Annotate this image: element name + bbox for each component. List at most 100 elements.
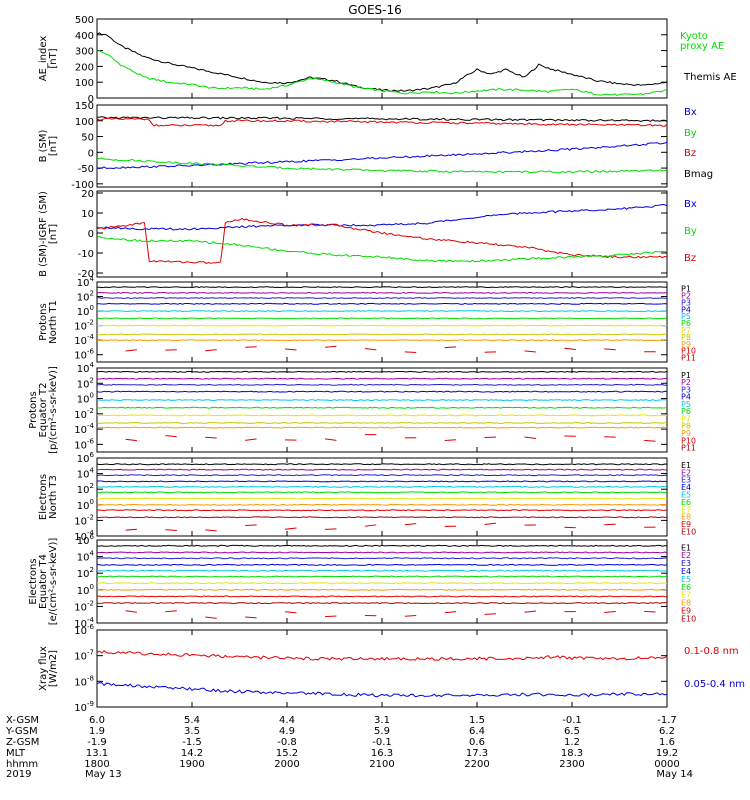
orbit-value: 2000	[274, 759, 299, 770]
orbit-value: 6.2	[659, 726, 675, 737]
series-Bx	[97, 203, 667, 231]
series-E3	[97, 557, 667, 560]
series-P1	[97, 370, 667, 373]
orbit-value: 1.2	[564, 737, 580, 748]
y-tick-label: 100	[75, 117, 94, 128]
panel-frame	[96, 281, 668, 363]
y-tick-label: 0	[88, 94, 94, 105]
series-P9	[97, 339, 667, 342]
series-group	[97, 463, 667, 532]
fragment	[205, 529, 217, 532]
legend-entry: P4	[681, 305, 691, 314]
orbit-value: 6.5	[564, 726, 580, 737]
orbit-value: 0000	[654, 759, 679, 770]
y-tick-label: 100	[77, 498, 94, 512]
y-tick-label: 10-4	[74, 422, 94, 436]
y-tick-label: 10-2	[74, 407, 94, 421]
legend-entry: E7	[681, 591, 691, 600]
y-axis-label: B (SM)	[38, 129, 49, 162]
orbit-value: -1.9	[87, 737, 107, 748]
panel-frame	[96, 18, 668, 99]
orbit-value: 2200	[464, 759, 489, 770]
series-E4	[97, 563, 667, 566]
y-axis-label: Equator T4	[38, 554, 49, 609]
legend-entry: P9	[681, 429, 691, 438]
orbit-value: 0.6	[469, 737, 485, 748]
fragment	[324, 438, 337, 441]
y-tick-label: 10-2	[74, 513, 94, 527]
legend-entry: P5	[681, 312, 691, 321]
fragment	[564, 347, 576, 351]
orbit-value: 1.6	[659, 737, 675, 748]
fragment	[484, 613, 497, 615]
y-tick-label: 10-6	[74, 437, 94, 451]
y-axis-label: Electrons	[38, 474, 49, 520]
orbit-value: 6.0	[89, 715, 105, 726]
legend-entry: Bx	[684, 199, 697, 210]
fragment	[245, 346, 257, 348]
series-0-05-0-4-nm	[97, 682, 667, 698]
y-tick-label: 0	[88, 229, 94, 240]
fragment	[205, 436, 217, 439]
series-P3	[97, 383, 667, 386]
series-By	[97, 157, 667, 174]
legend-entry: E9	[681, 520, 691, 529]
orbit-row-label: X-GSM	[6, 715, 39, 726]
fragment	[644, 439, 656, 442]
orbit-value: 1.9	[89, 726, 105, 737]
series-P7	[97, 324, 667, 327]
fragment	[324, 345, 337, 348]
y-tick-label: 106	[77, 451, 95, 465]
series-P9	[97, 426, 667, 429]
series-group	[97, 203, 667, 264]
legend-entry: P10	[681, 347, 696, 356]
orbit-value: 1800	[84, 759, 109, 770]
figure-title: GOES-16	[348, 3, 402, 17]
panel-b_igrf: -20 -10 0 10 20 B (SM)-IGRF (SM) [nT] Bx By Bz	[38, 189, 697, 280]
fragment	[324, 615, 337, 618]
y-tick-label: 104	[77, 467, 95, 481]
legend-entry: P2	[681, 378, 691, 387]
fragment	[604, 610, 616, 614]
y-tick-label: 104	[77, 275, 95, 289]
series-group	[97, 286, 667, 353]
y-tick-label: -10	[78, 249, 94, 260]
series-E8	[97, 588, 667, 591]
series-E9	[97, 509, 667, 512]
y-axis-label: Protons	[38, 303, 49, 340]
orbit-row-label: hhmm	[6, 759, 38, 770]
panel-xray: 10-9 10-8 10-7 10-6 Xray flux [W/m2] 0.1-0.8 n…	[38, 623, 745, 714]
series-E5	[97, 485, 667, 488]
y-tick-label: 0	[88, 148, 94, 159]
legend-entry: P3	[681, 298, 691, 307]
y-tick-label: -20	[78, 269, 94, 280]
fragment	[604, 523, 616, 526]
fragment	[364, 348, 377, 351]
y-tick-label: 102	[77, 566, 94, 580]
orbit-value: -1.7	[657, 715, 677, 726]
fragment	[285, 348, 297, 351]
legend-entry: Kyoto	[680, 31, 708, 42]
fragment	[245, 616, 257, 619]
y-tick-label: 500	[75, 15, 94, 26]
legend-entry: E2	[681, 551, 691, 560]
y-tick-label: 102	[77, 376, 94, 390]
y-axis-label: [nT]	[48, 48, 59, 68]
y-tick-label: 100	[77, 304, 94, 318]
series-Bz	[97, 217, 667, 264]
orbit-value: 15.2	[276, 748, 298, 759]
legend-entry: E6	[681, 583, 691, 592]
legend-entry: By	[684, 226, 697, 237]
fragment	[364, 524, 377, 527]
y-tick-label: 10-4	[74, 333, 94, 347]
fragment	[524, 350, 536, 353]
y-tick-label: 106	[77, 533, 95, 547]
series-P6	[97, 317, 667, 320]
fragment	[245, 438, 257, 441]
y-axis-label: AE_index	[38, 36, 49, 82]
orbit-value: -0.1	[372, 737, 392, 748]
